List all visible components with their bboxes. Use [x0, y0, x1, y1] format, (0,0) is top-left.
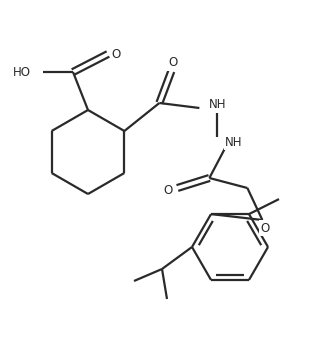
Text: NH: NH [225, 136, 243, 149]
Text: NH: NH [209, 99, 227, 112]
Text: O: O [111, 48, 121, 61]
Text: O: O [164, 183, 173, 196]
Text: HO: HO [13, 65, 31, 78]
Text: O: O [169, 57, 178, 69]
Text: O: O [261, 221, 270, 234]
